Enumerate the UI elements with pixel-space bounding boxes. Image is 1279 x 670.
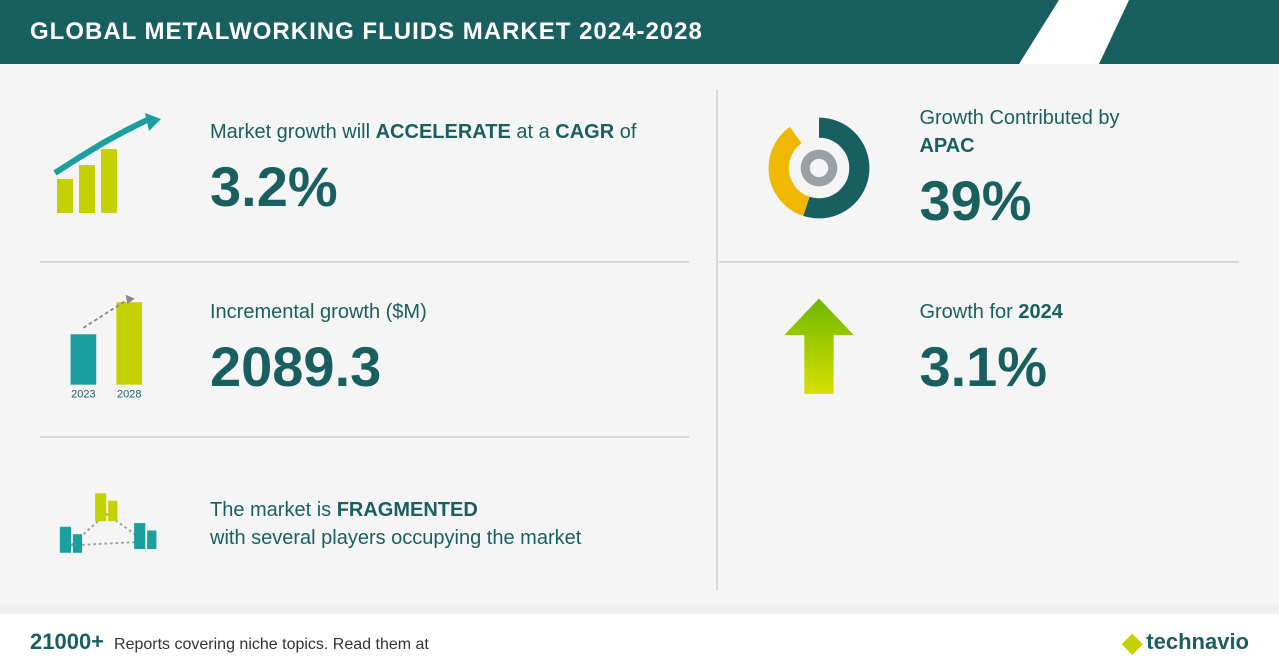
header-bar: GLOBAL METALWORKING FLUIDS MARKET 2024-2… xyxy=(0,0,1279,64)
incremental-value: 2089.3 xyxy=(210,334,689,399)
empty-cell xyxy=(719,436,1239,594)
footer-left: 21000+ Reports covering niche topics. Re… xyxy=(30,629,429,655)
svg-text:2028: 2028 xyxy=(117,389,141,401)
cagr-value: 3.2% xyxy=(210,154,689,219)
footer-bar: 21000+ Reports covering niche topics. Re… xyxy=(0,614,1279,670)
svg-text:2023: 2023 xyxy=(71,389,95,401)
donut-chart-icon xyxy=(749,108,889,228)
apac-lead: Growth Contributed by APAC xyxy=(919,104,1239,160)
report-count: 21000+ xyxy=(30,629,104,655)
vertical-divider xyxy=(716,90,718,590)
brand-dot-icon: ◆ xyxy=(1122,627,1142,658)
metric-incremental: 2023 2028 Incremental growth ($M) 2089.3 xyxy=(40,261,689,419)
header-title: GLOBAL METALWORKING FLUIDS MARKET 2024-2… xyxy=(30,18,703,45)
incremental-lead: Incremental growth ($M) xyxy=(210,298,689,326)
apac-value: 39% xyxy=(919,168,1239,233)
buildings-network-icon xyxy=(40,464,180,584)
growth-year-value: 3.1% xyxy=(919,334,1239,399)
up-arrow-icon xyxy=(749,288,889,408)
header-ribbon xyxy=(1099,0,1279,64)
cagr-lead: Market growth will ACCELERATE at a CAGR … xyxy=(210,118,689,146)
metric-apac: Growth Contributed by APAC 39% xyxy=(719,94,1239,243)
growth-chart-icon xyxy=(40,108,180,228)
fragmented-lead: The market is FRAGMENTED with several pl… xyxy=(210,496,689,552)
metric-fragmented: The market is FRAGMENTED with several pl… xyxy=(40,436,689,594)
growth-year-lead: Growth for 2024 xyxy=(919,298,1239,326)
brand-logo: ◆technavio xyxy=(1122,627,1249,658)
main-grid: Market growth will ACCELERATE at a CAGR … xyxy=(0,64,1279,604)
metric-cagr: Market growth will ACCELERATE at a CAGR … xyxy=(40,94,689,243)
brand-name: technavio xyxy=(1146,629,1249,655)
bar-comparison-icon: 2023 2028 xyxy=(40,288,180,408)
footer-text: Reports covering niche topics. Read them… xyxy=(114,636,429,654)
metric-growth-year: Growth for 2024 3.1% xyxy=(719,261,1239,419)
